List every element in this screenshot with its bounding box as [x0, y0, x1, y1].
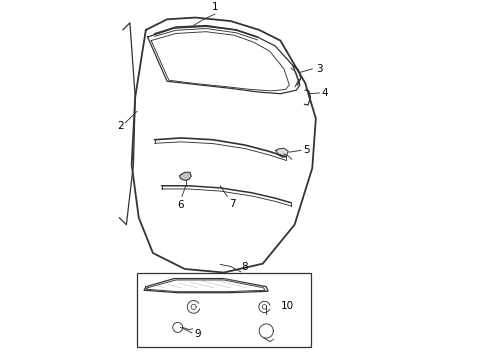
Text: 3: 3: [316, 64, 322, 74]
Polygon shape: [179, 172, 191, 180]
Text: 9: 9: [195, 329, 201, 339]
Text: 1: 1: [212, 2, 218, 12]
Text: 7: 7: [229, 199, 236, 209]
Text: 5: 5: [303, 145, 309, 156]
Bar: [137, 273, 311, 347]
Text: 4: 4: [321, 88, 328, 98]
Polygon shape: [276, 148, 288, 157]
Text: 2: 2: [117, 121, 123, 131]
Text: 6: 6: [177, 200, 184, 210]
Text: 8: 8: [242, 261, 248, 271]
Text: 10: 10: [280, 301, 294, 311]
